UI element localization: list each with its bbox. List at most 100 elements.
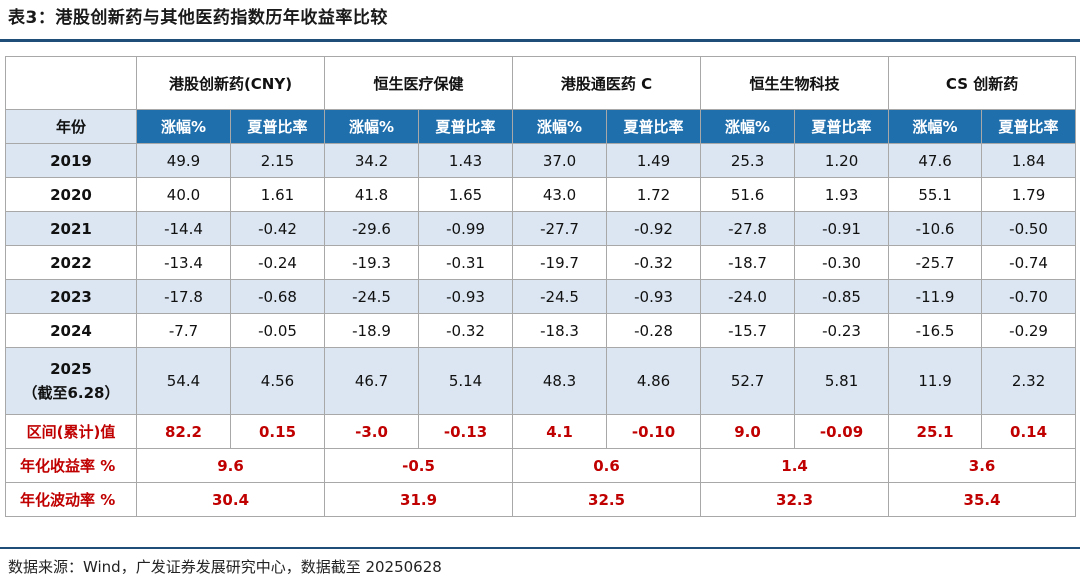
index-header-row: 港股创新药(CNY) 恒生医疗保健 港股通医药 C 恒生生物科技 CS 创新药: [5, 56, 1077, 110]
sharpe-cell: -0.23: [794, 313, 890, 348]
return-cell: -15.7: [700, 313, 796, 348]
sharpe-cell: -0.50: [981, 211, 1077, 246]
return-cell: 43.0: [512, 177, 608, 212]
sharpe-cell: 5.81: [794, 347, 890, 415]
sharpe-cell: 1.79: [981, 177, 1077, 212]
annualized-return-cell: 9.6: [135, 448, 326, 483]
sharpe-cell: -0.30: [794, 245, 890, 280]
return-cell: 46.7: [324, 347, 420, 415]
year-row: 2024 -7.7 -0.05 -18.9 -0.32 -18.3 -0.28 -15.7 -0…: [5, 313, 1077, 348]
return-cell: -24.5: [512, 279, 608, 314]
cumulative-cell: 4.1: [512, 414, 608, 449]
return-cell: -19.3: [324, 245, 420, 280]
sharpe-cell: -0.93: [606, 279, 702, 314]
return-cell: 54.4: [136, 347, 231, 415]
return-cell: 55.1: [888, 177, 983, 212]
year-cell: 2021: [5, 211, 137, 246]
return-cell: -16.5: [888, 313, 983, 348]
return-cell: -13.4: [136, 245, 231, 280]
source-note: 数据来源：Wind，广发证券发展研究中心，数据截至 20250628: [8, 558, 442, 576]
year-row: 2019 49.9 2.15 34.2 1.43 37.0 1.49 25.3 1.20 47.6…: [5, 143, 1077, 178]
return-cell: 37.0: [512, 143, 608, 178]
sub-header-sharpe: 夏普比率: [981, 109, 1077, 144]
sharpe-cell: -0.74: [981, 245, 1077, 280]
return-cell: -27.8: [700, 211, 796, 246]
return-cell: -24.0: [700, 279, 796, 314]
annualized-return-row: 年化收益率 % 9.6 -0.5 0.6 1.4 3.6: [5, 448, 1077, 483]
year-row: 2021 -14.4 -0.42 -29.6 -0.99 -27.7 -0.92 -27.8-…: [5, 211, 1077, 246]
cumulative-cell: 25.1: [888, 414, 983, 449]
sub-header-return: 涨幅%: [888, 109, 983, 144]
year-cell: 2022: [5, 245, 137, 280]
sub-header-return: 涨幅%: [136, 109, 231, 144]
year-2025-label: 2025: [50, 360, 92, 378]
sharpe-cell: 1.65: [418, 177, 514, 212]
sharpe-cell: 1.72: [606, 177, 702, 212]
cumulative-cell: -0.10: [606, 414, 702, 449]
cumulative-cell: 9.0: [700, 414, 796, 449]
year-header: 年份: [5, 109, 137, 144]
sub-header-return: 涨幅%: [700, 109, 796, 144]
sharpe-cell: -0.70: [981, 279, 1077, 314]
return-cell: 48.3: [512, 347, 608, 415]
cumulative-cell: 0.15: [229, 414, 326, 449]
index-header: 港股创新药(CNY): [135, 56, 326, 110]
return-cell: -14.4: [136, 211, 231, 246]
table-title: 表3：港股创新药与其他医药指数历年收益率比较: [8, 8, 388, 28]
sharpe-cell: 1.84: [981, 143, 1077, 178]
return-cell: -11.9: [888, 279, 983, 314]
return-cell: -27.7: [512, 211, 608, 246]
returns-table-container: 港股创新药(CNY) 恒生医疗保健 港股通医药 C 恒生生物科技 CS 创新药 …: [5, 56, 1077, 517]
cumulative-cell: -0.09: [794, 414, 890, 449]
sub-header-sharpe: 夏普比率: [606, 109, 702, 144]
sharpe-cell: -0.92: [606, 211, 702, 246]
return-cell: -10.6: [888, 211, 983, 246]
sub-header-row: 年份 涨幅% 夏普比率 涨幅% 夏普比率 涨幅% 夏普比率 涨幅% 夏普比率 涨…: [5, 109, 1077, 144]
return-cell: -19.7: [512, 245, 608, 280]
return-cell: -18.3: [512, 313, 608, 348]
return-cell: 47.6: [888, 143, 983, 178]
return-cell: 40.0: [136, 177, 231, 212]
sharpe-cell: 1.93: [794, 177, 890, 212]
annualized-return-cell: -0.5: [324, 448, 514, 483]
sharpe-cell: -0.93: [418, 279, 514, 314]
year-cell: 2024: [5, 313, 137, 348]
footer-divider: [0, 547, 1080, 549]
cumulative-cell: 82.2: [136, 414, 231, 449]
year-row-2025: 2025 （截至6.28） 54.4 4.56 46.7 5.14 48.3 4.86 52.7…: [5, 347, 1077, 415]
return-cell: -7.7: [136, 313, 231, 348]
sharpe-cell: -0.31: [418, 245, 514, 280]
return-cell: -18.7: [700, 245, 796, 280]
year-row: 2020 40.0 1.61 41.8 1.65 43.0 1.72 51.6 1.93 55.1…: [5, 177, 1077, 212]
sub-header-sharpe: 夏普比率: [229, 109, 326, 144]
sharpe-cell: 4.56: [229, 347, 326, 415]
return-cell: 25.3: [700, 143, 796, 178]
annualized-return-cell: 3.6: [888, 448, 1077, 483]
annualized-volatility-cell: 35.4: [888, 482, 1077, 517]
annualized-volatility-label: 年化波动率 %: [5, 482, 137, 517]
return-cell: 34.2: [324, 143, 420, 178]
sharpe-cell: -0.32: [418, 313, 514, 348]
return-cell: 41.8: [324, 177, 420, 212]
sharpe-cell: -0.91: [794, 211, 890, 246]
annualized-volatility-cell: 32.5: [512, 482, 702, 517]
title-divider: [0, 39, 1080, 42]
returns-table: 港股创新药(CNY) 恒生医疗保健 港股通医药 C 恒生生物科技 CS 创新药 …: [5, 56, 1077, 517]
annualized-volatility-cell: 31.9: [324, 482, 514, 517]
sharpe-cell: -0.99: [418, 211, 514, 246]
cumulative-label: 区间(累计)值: [5, 414, 137, 449]
return-cell: -24.5: [324, 279, 420, 314]
sharpe-cell: -0.28: [606, 313, 702, 348]
year-cell: 2020: [5, 177, 137, 212]
return-cell: -17.8: [136, 279, 231, 314]
sharpe-cell: 1.49: [606, 143, 702, 178]
sharpe-cell: -0.05: [229, 313, 326, 348]
year-cell: 2023: [5, 279, 137, 314]
annualized-return-cell: 0.6: [512, 448, 702, 483]
sharpe-cell: -0.32: [606, 245, 702, 280]
sharpe-cell: 5.14: [418, 347, 514, 415]
index-header: 恒生生物科技: [700, 56, 890, 110]
sharpe-cell: 2.15: [229, 143, 326, 178]
sharpe-cell: 1.61: [229, 177, 326, 212]
index-header: 恒生医疗保健: [324, 56, 514, 110]
